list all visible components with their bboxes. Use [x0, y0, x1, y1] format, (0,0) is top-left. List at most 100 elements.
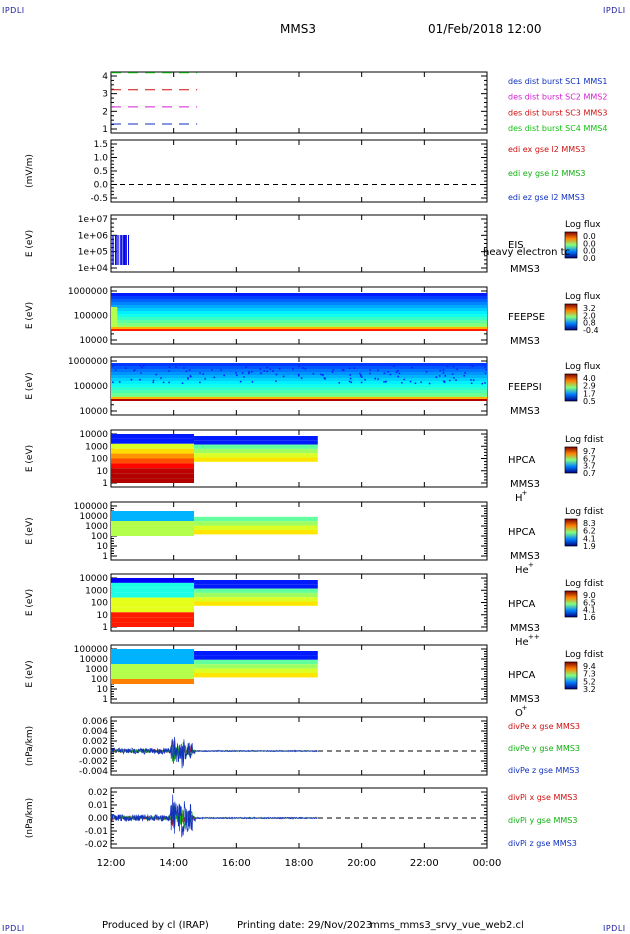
spectrogram-cell: [322, 374, 324, 376]
legend-entry: des dist burst SC3 MMS3: [508, 108, 607, 117]
y-tick-label: 1: [102, 695, 108, 705]
spectrogram-cell: [119, 235, 121, 265]
y-tick-label: 1.5: [94, 140, 108, 150]
instrument-label: FEEPSE: [508, 312, 545, 323]
footer-produced: Produced by cl (IRAP): [102, 920, 209, 931]
legend-entry: divPi x gse MMS3: [508, 793, 577, 802]
spectrogram-cell: [211, 369, 213, 371]
spectrogram-cell: [236, 374, 238, 377]
spectrogram-cell: [359, 375, 362, 377]
y-tick-label: 1.0: [94, 154, 109, 164]
spectrogram-cell: [111, 582, 195, 588]
colorbar: [564, 373, 578, 402]
legend-entry: edi ey gse l2 MMS3: [508, 169, 586, 178]
spectrogram-cell: [111, 453, 195, 459]
spectrogram-cell: [111, 369, 487, 372]
spectrogram-cell: [323, 377, 326, 379]
colorbar-tick-label: 5.2: [583, 677, 596, 686]
spectrogram-cell: [168, 370, 170, 372]
spectrogram-cell: [484, 366, 487, 368]
spectrogram-cell: [260, 372, 262, 374]
panel-frame: [110, 716, 488, 776]
spectrogram-cell: [188, 369, 191, 371]
spectrogram-cell: [194, 655, 318, 660]
spectrogram-cell: [111, 384, 487, 387]
spectrogram-cell: [320, 373, 322, 376]
spectrogram-cell: [111, 659, 195, 664]
colorbar-tick-label: 9.7: [583, 447, 596, 456]
spectrogram-cell: [251, 381, 254, 383]
spectrogram-cell: [302, 367, 304, 369]
spectrogram-cell: [194, 584, 318, 589]
spectrogram-cell: [124, 367, 127, 369]
spectrogram-cell: [282, 375, 285, 378]
date-title: 01/Feb/2018 12:00: [428, 22, 542, 36]
spectrogram-cell: [250, 371, 253, 373]
spectrogram-cell: [456, 368, 458, 371]
spectrogram-cell: [411, 366, 413, 369]
spectrogram-cell: [141, 366, 143, 369]
y-tick-label: -0.02: [85, 840, 108, 850]
spectrogram-cell: [133, 369, 135, 372]
instrument-label: EIS: [508, 240, 524, 251]
colorbar-tick-label: 2.0: [583, 311, 596, 320]
y-tick-label: 1000000: [68, 287, 108, 297]
spectrogram-cell: [111, 296, 487, 299]
spectrogram-cell: [140, 372, 142, 374]
spectrogram-cell: [395, 371, 398, 374]
y-tick-label: 1e+07: [78, 215, 108, 225]
colorbar-tick-label: 0.0: [583, 254, 596, 263]
spectrogram-cell: [112, 235, 113, 265]
spectrogram-cell: [275, 373, 278, 376]
spectrogram-cell: [111, 307, 118, 327]
colorbar: [564, 518, 578, 547]
series-trace: [110, 794, 318, 838]
spectrogram-cell: [470, 382, 473, 385]
y-axis-label: (nPa/km): [25, 798, 35, 838]
colorbar-title: Log fdist: [565, 650, 604, 660]
footer-printing-date: Printing date: 29/Nov/2023: [237, 920, 373, 931]
spectrogram-cell: [439, 369, 442, 372]
y-tick-label: 0.5: [94, 167, 108, 177]
spectrogram-cell: [160, 377, 162, 379]
spectrogram-cell: [331, 371, 334, 373]
x-tick-label: 20:00: [347, 858, 376, 869]
panel-edi: (mV/m) edi ex gse l2 MMS3 edi ey gse l2 MM…: [25, 139, 586, 203]
spectrogram-cell: [348, 367, 351, 370]
spectrogram-cell: [194, 673, 318, 678]
colorbar-tick-label: 2.9: [583, 382, 596, 391]
y-tick-label: 1000: [85, 586, 108, 596]
spectrogram-cell: [364, 378, 366, 381]
spectrogram-cell: [111, 397, 487, 399]
colorbar-title: Log flux: [565, 220, 601, 230]
spacecraft-label: MMS3: [510, 551, 540, 562]
y-axis-label: E (eV): [25, 372, 35, 399]
spectrogram-cell: [453, 377, 455, 379]
spectrogram-cell: [152, 379, 155, 382]
spectrogram-cell: [199, 381, 201, 384]
spectrogram-cell: [428, 382, 431, 385]
spectrogram-cell: [113, 235, 114, 265]
y-tick-label: 100: [91, 675, 108, 685]
spectrogram-cell: [111, 521, 195, 526]
spectrogram-cell: [123, 235, 125, 265]
spectrogram-cell: [111, 531, 195, 536]
y-tick-label: 1000: [85, 665, 108, 675]
panel-feepsi: E (eV): [25, 356, 578, 416]
spectrogram-cell: [114, 369, 117, 371]
spectrogram-cell: [349, 374, 352, 376]
spectrogram-cell: [111, 366, 487, 369]
spectrogram-cell: [134, 369, 136, 371]
colorbar-tick-label: 0.0: [583, 232, 596, 241]
y-tick-label: 0.0: [94, 181, 109, 191]
colorbar-tick-label: 3.2: [583, 685, 596, 694]
spectrogram-cell: [111, 654, 195, 659]
y-axis-label: E (eV): [25, 589, 35, 616]
spectrogram-cell: [111, 311, 487, 314]
spectrogram-cell: [111, 478, 195, 483]
panel-hpca_h: E (eV): [25, 429, 578, 488]
spectrogram-cell: [111, 622, 195, 627]
y-axis-label: E (eV): [25, 660, 35, 687]
spectrogram-cell: [350, 381, 353, 384]
spectrogram-cell: [485, 368, 488, 371]
